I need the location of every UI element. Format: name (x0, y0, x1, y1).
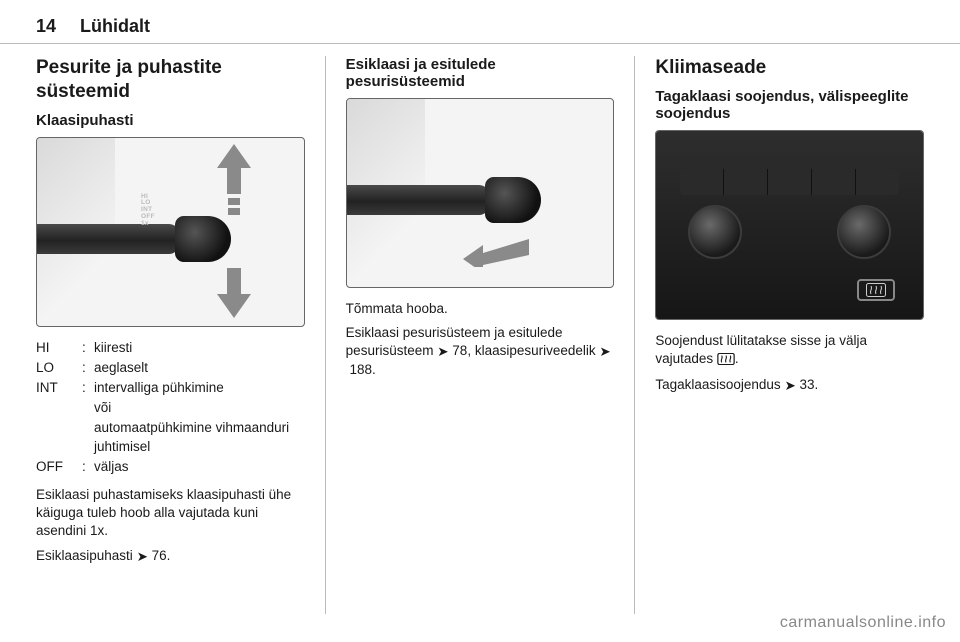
climate-dial-left (688, 205, 742, 259)
col3-para1: Soojendust lülitatakse sisse ja välja va… (655, 332, 924, 370)
def-colon: : (82, 339, 94, 357)
ref-arrow-icon: ➤ (437, 343, 448, 361)
climate-btn (768, 169, 812, 195)
def-colon: : (82, 458, 94, 476)
arrow-down-icon (217, 268, 251, 318)
climate-dial-right (837, 205, 891, 259)
dash-seg (228, 208, 240, 215)
page-number: 14 (36, 16, 56, 37)
def-key (36, 399, 82, 417)
climate-btn (812, 169, 856, 195)
def-key: INT (36, 379, 82, 397)
stalk-body (36, 224, 179, 254)
col3-para2-a: Tagaklaasisoojendus (655, 377, 784, 392)
col3-para2: Tagaklaasisoojendus ➤ 33. (655, 376, 924, 394)
col1-title: Pesurite ja puhastite süsteemid (36, 56, 305, 104)
def-val: väljas (94, 458, 305, 476)
col3-title: Kliimaseade (655, 56, 924, 80)
def-colon (82, 399, 94, 417)
dash-seg (228, 198, 240, 205)
def-key (36, 419, 82, 455)
stalk-body (346, 185, 489, 215)
mode-definitions: HI : kiiresti LO : aeglaselt INT : inter… (36, 339, 305, 477)
ref-arrow-icon: ➤ (137, 548, 148, 566)
climate-bg (656, 131, 923, 319)
ref-arrow-icon: ➤ (784, 377, 795, 395)
column-2: Esiklaasi ja esitulede pesurisüsteemid T… (330, 56, 631, 614)
climate-btn (724, 169, 768, 195)
def-key: HI (36, 339, 82, 357)
period: . (167, 548, 171, 563)
col1-para1: Esiklaasi puhastamiseks klaasipuhasti üh… (36, 486, 305, 541)
arrow-up-icon (217, 144, 251, 194)
def-key: OFF (36, 458, 82, 476)
wiper-stalk (346, 171, 549, 231)
rear-defrost-inline-icon (717, 352, 735, 370)
figure-wiper-stalk: HI LO INT OFF 1x (36, 137, 305, 327)
def-colon (82, 419, 94, 455)
content-columns: Pesurite ja puhastite süsteemid Klaasipu… (0, 44, 960, 614)
col2-para2-ref: 78 (452, 343, 467, 358)
page-header: 14 Lühidalt (0, 0, 960, 44)
stalk-tip (175, 216, 231, 262)
def-val: aeglaselt (94, 359, 305, 377)
ref-arrow-icon: ➤ (599, 343, 610, 361)
watermark: carmanualsonline.info (780, 614, 946, 632)
col2-para2-b: , klaasipesuriveedelik (467, 343, 599, 358)
col1-para2: Esiklaasipuhasti ➤ 76. (36, 547, 305, 565)
def-val: kiiresti (94, 339, 305, 357)
col3-para1-a: Soojendust lülitatakse sisse ja välja va… (655, 333, 867, 366)
col1-subtitle: Klaasipuhasti (36, 112, 305, 129)
col2-para1: Tõmmata hooba. (346, 300, 615, 318)
col3-subtitle: Tagaklaasi soojendus, välispeeglite sooj… (655, 88, 924, 122)
climate-button-row (680, 169, 899, 195)
column-1: Pesurite ja puhastite süsteemid Klaasipu… (36, 56, 321, 614)
column-3: Kliimaseade Tagaklaasi soojendus, välisp… (639, 56, 924, 614)
col2-subtitle: Esiklaasi ja esitulede pesurisüsteemid (346, 56, 615, 90)
figure-climate-panel (655, 130, 924, 320)
stalk-mode-labels: HI LO INT OFF 1x (141, 194, 155, 228)
pull-arrow-icon (463, 225, 529, 267)
def-val: automaatpühkimine vihmaanduri juhtimisel (94, 419, 305, 455)
rear-defrost-icon (866, 283, 886, 297)
col1-para2-text: Esiklaasipuhasti (36, 548, 137, 563)
col3-para1-b: . (735, 351, 739, 366)
col3-para2-ref: 33 (800, 377, 815, 392)
column-divider (325, 56, 326, 614)
wiper-stalk (36, 210, 239, 270)
period: . (815, 377, 819, 392)
column-divider (634, 56, 635, 614)
col2-para2: Esiklaasi pesurisüsteem ja esitulede pes… (346, 324, 615, 379)
period: . (372, 362, 376, 377)
climate-btn (680, 169, 724, 195)
rear-defrost-button-highlight (857, 279, 895, 301)
climate-btn (856, 169, 899, 195)
def-key: LO (36, 359, 82, 377)
def-colon: : (82, 359, 94, 377)
figure-washer-pull (346, 98, 615, 288)
col2-para2-ref2: 188 (349, 362, 372, 377)
def-colon: : (82, 379, 94, 397)
def-val: või (94, 399, 305, 417)
col1-para2-ref: 76 (152, 548, 167, 563)
section-label: Lühidalt (80, 16, 150, 37)
stalk-tip (485, 177, 541, 223)
def-val: intervalliga pühkimine (94, 379, 305, 397)
